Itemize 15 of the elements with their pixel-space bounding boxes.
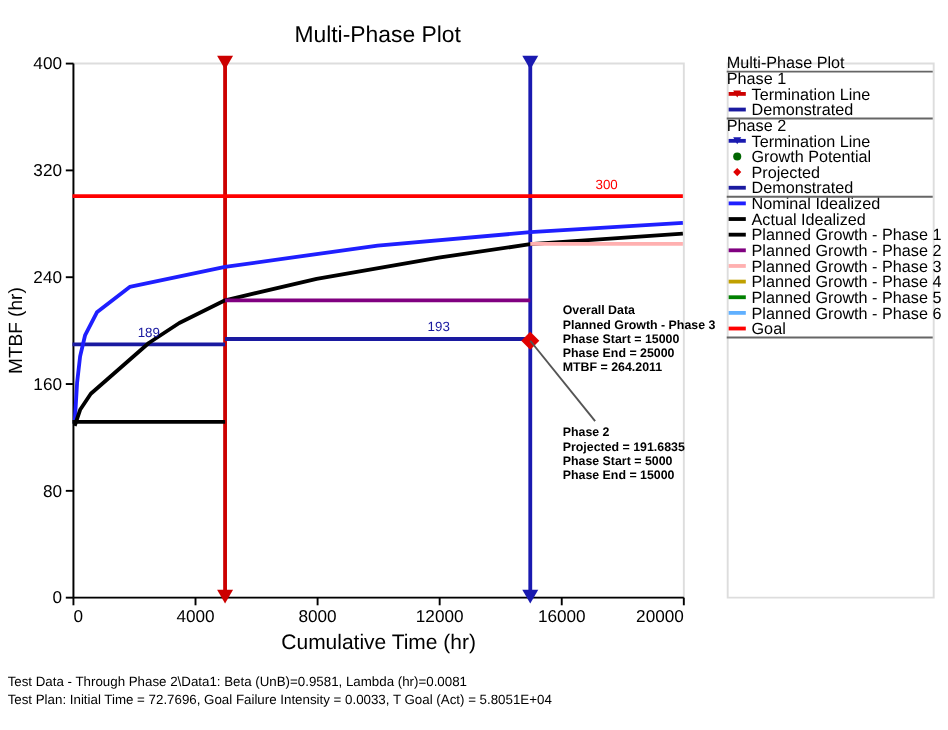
x-tick-label: 12000 (415, 606, 464, 627)
x-tick-label: 16000 (537, 606, 587, 627)
x-tick-label: 0 (73, 606, 84, 627)
y-tick-label: 0 (52, 587, 63, 608)
x-tick-label: 20000 (636, 606, 685, 627)
y-tick-label: 240 (33, 266, 63, 287)
y-tick-label: 80 (42, 480, 63, 501)
x-tick-label: 4000 (176, 606, 216, 627)
y-tick-label: 320 (33, 160, 63, 181)
y-axis-title: MTBF (hr) (5, 287, 28, 374)
x-axis-title: Cumulative Time (hr) (281, 633, 476, 656)
y-tick-label: 160 (33, 373, 63, 394)
y-tick-label: 400 (33, 53, 63, 74)
x-tick-label: 8000 (298, 606, 338, 627)
chart-title: Multi-Phase Plot (294, 23, 463, 48)
